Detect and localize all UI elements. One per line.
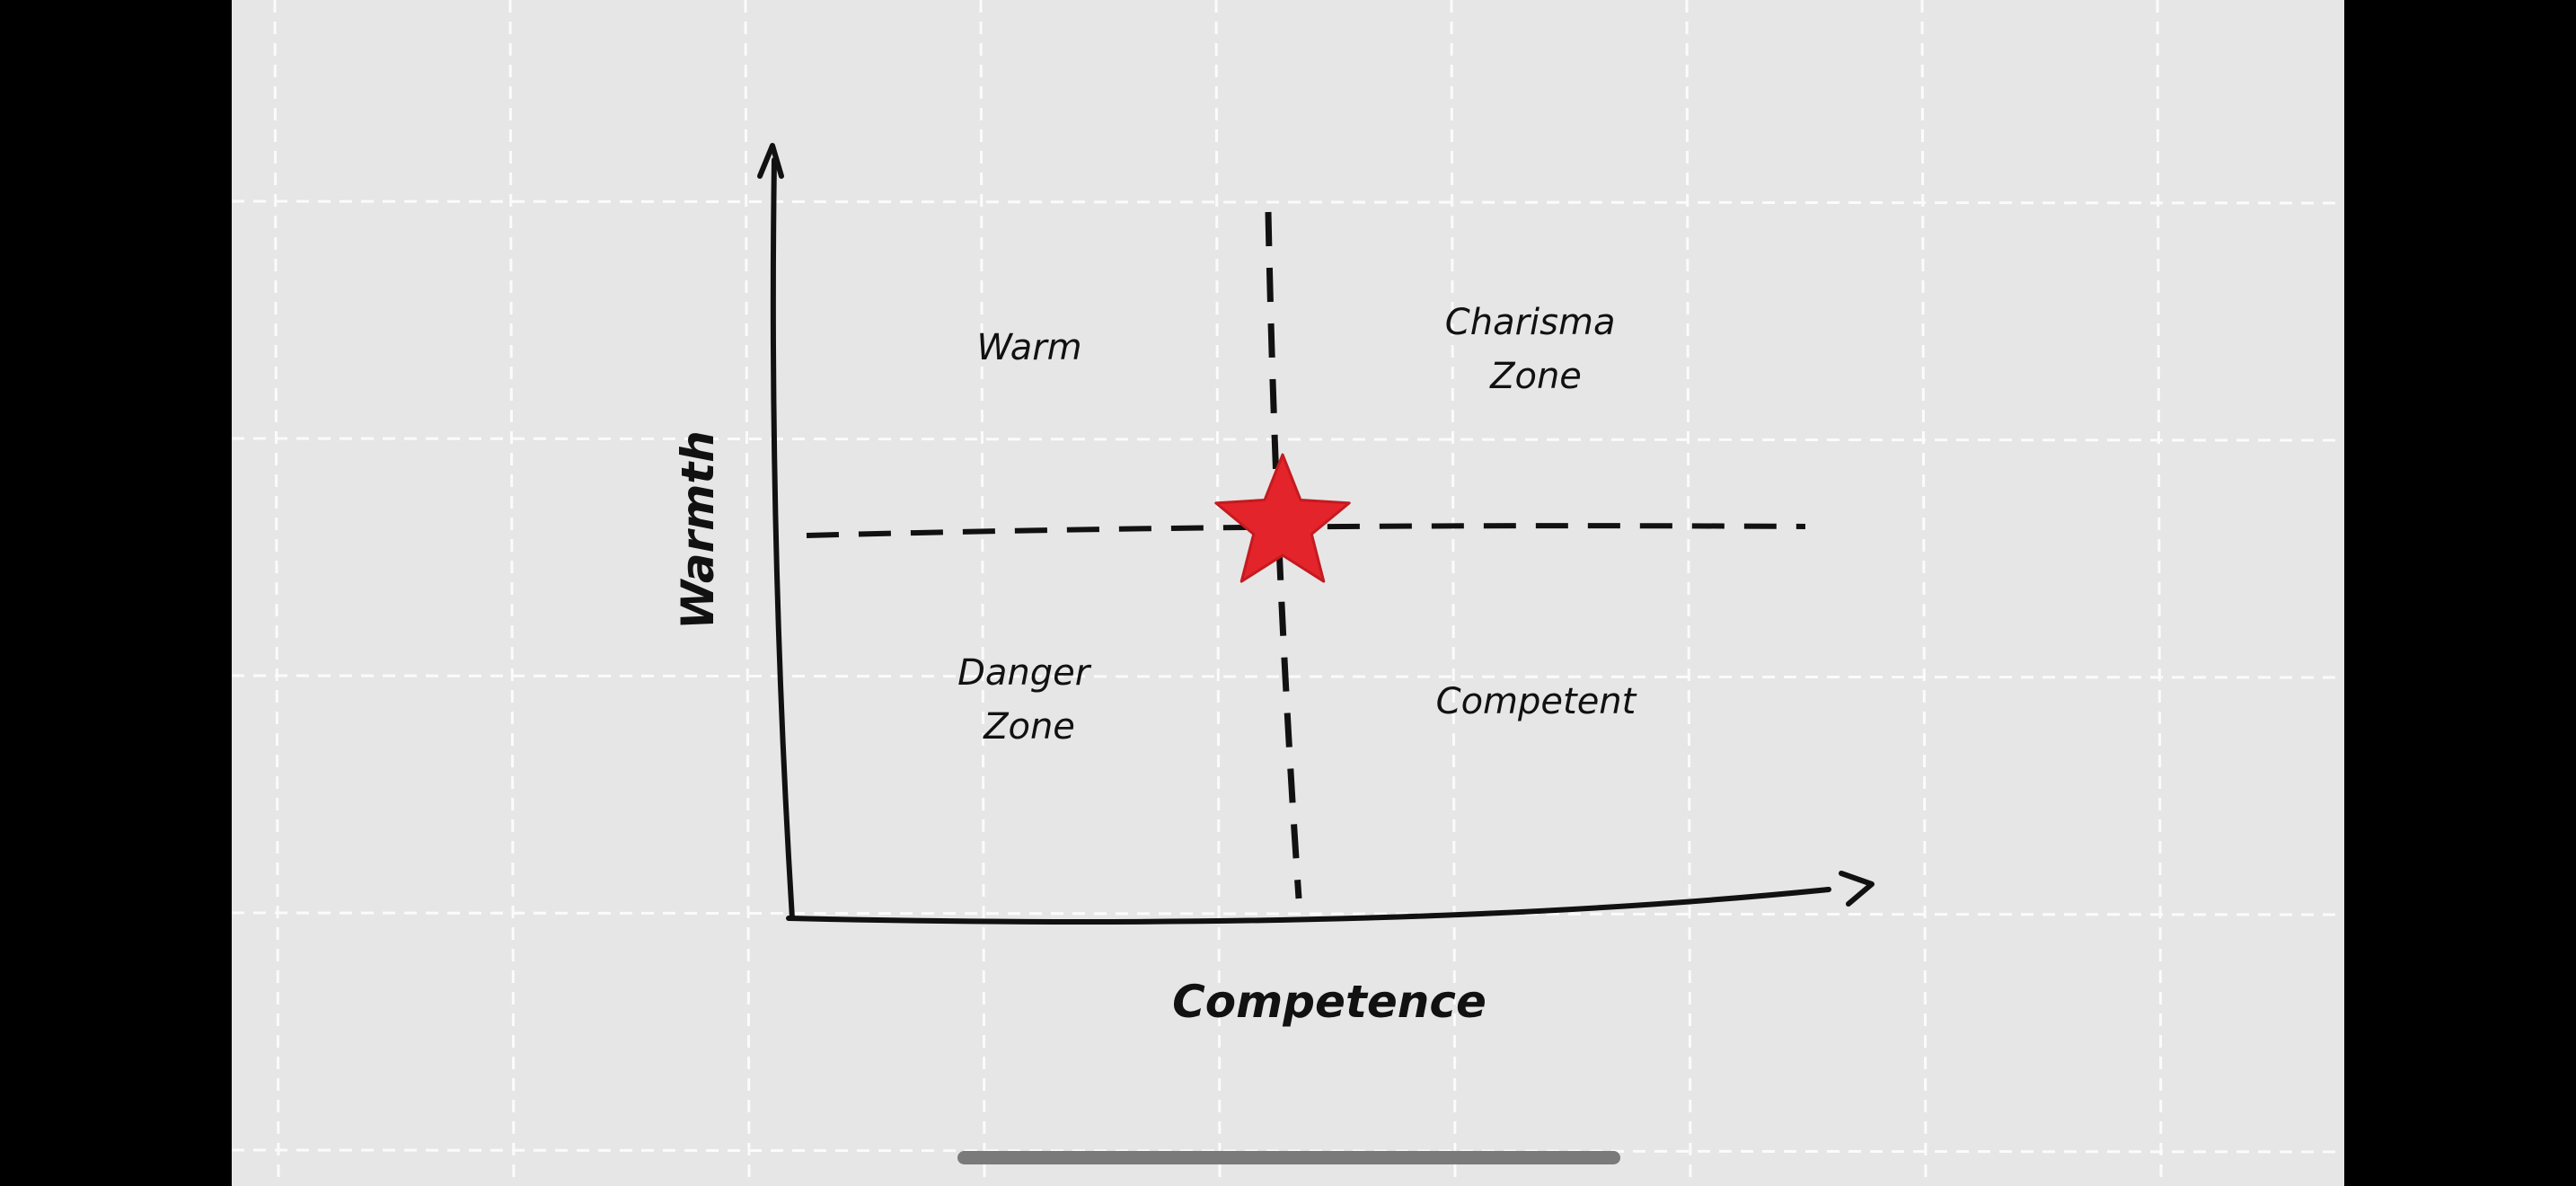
grid-line-horizontal [232, 911, 2344, 916]
grid-line-horizontal [232, 437, 2344, 442]
star-icon [1214, 453, 1351, 583]
x-axis-arrowhead [1839, 871, 1875, 907]
x-axis-label: Competence [1172, 976, 1486, 1028]
quadrant-charisma-zone-label: Charisma Zone [1445, 302, 1627, 397]
background-grid [232, 0, 2344, 1186]
home-indicator[interactable] [957, 1151, 1620, 1164]
quadrant-danger-zone-label: Danger Zone [957, 652, 1101, 748]
grid-line-vertical [2156, 0, 2163, 1186]
y-axis-arrowhead [757, 143, 784, 179]
grid-line-vertical [1685, 0, 1692, 1186]
grid-line-horizontal [232, 199, 2344, 205]
grid-line-vertical [1214, 0, 1222, 1186]
grid-line-vertical [508, 0, 516, 1186]
y-axis-line [770, 157, 795, 921]
quadrant-competent-label: Competent [1436, 681, 1637, 722]
grid-line-vertical [273, 0, 280, 1186]
x-axis-line [786, 887, 1831, 925]
grid-line-vertical [979, 0, 986, 1186]
y-axis-label: Warmth [672, 430, 724, 630]
grid-line-vertical [1450, 0, 1457, 1186]
grid-line-vertical [744, 0, 751, 1186]
warmth-competence-diagram: Warm Charisma Zone Danger Zone Competent… [232, 0, 2344, 1186]
whiteboard: Warm Charisma Zone Danger Zone Competent… [232, 0, 2344, 1186]
quadrant-warm-label: Warm [976, 327, 1081, 368]
grid-line-vertical [1920, 0, 1928, 1186]
